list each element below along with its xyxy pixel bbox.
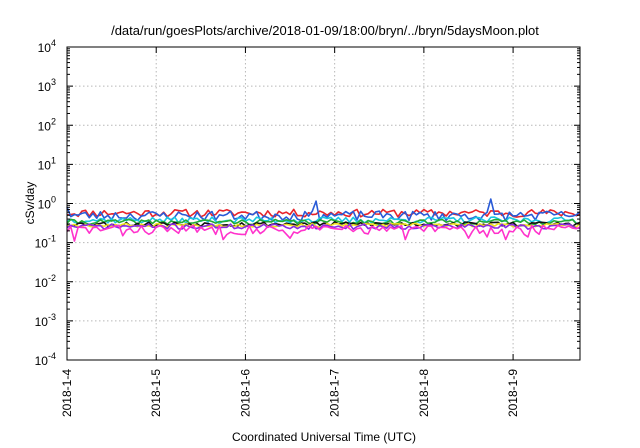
- x-tick-label: 2018-1-9: [506, 369, 520, 417]
- x-axis-label: Coordinated Universal Time (UTC): [232, 430, 416, 444]
- x-tick-label: 2018-1-7: [328, 369, 342, 417]
- y-tick-label: 104: [38, 38, 56, 55]
- y-tick-label: 10-4: [35, 351, 56, 368]
- grid-lines: [67, 47, 580, 360]
- y-tick-label: 103: [38, 77, 56, 94]
- data-series: [66, 198, 581, 242]
- chart-title: /data/run/goesPlots/archive/2018-01-09/1…: [111, 23, 539, 38]
- y-tick-label: 101: [38, 155, 56, 172]
- series-line-8: [66, 224, 581, 242]
- x-tick-label: 2018-1-5: [149, 369, 163, 417]
- y-tick-label: 10-1: [35, 234, 56, 251]
- y-tick-label: 10-2: [35, 273, 56, 290]
- y-tick-label: 10-3: [35, 312, 56, 329]
- series-line-2: [66, 198, 581, 222]
- series-line-4: [66, 218, 581, 226]
- x-tick-label: 2018-1-8: [417, 369, 431, 417]
- y-axis-label: cSv/day: [23, 182, 37, 225]
- y-tick-label: 102: [38, 116, 56, 133]
- y-axis-ticks: 10-4 10-3 10-2 10-1 100 101 102 103 104: [35, 38, 580, 368]
- y-tick-label: 100: [38, 195, 56, 212]
- x-tick-label: 2018-1-4: [60, 369, 74, 417]
- x-axis-ticks: 2018-1-4 2018-1-5 2018-1-6 2018-1-7 2018-1-8…: [60, 47, 520, 417]
- series-line-7: [66, 223, 581, 230]
- series-line-3: [66, 216, 581, 225]
- x-tick-label: 2018-1-6: [238, 369, 252, 417]
